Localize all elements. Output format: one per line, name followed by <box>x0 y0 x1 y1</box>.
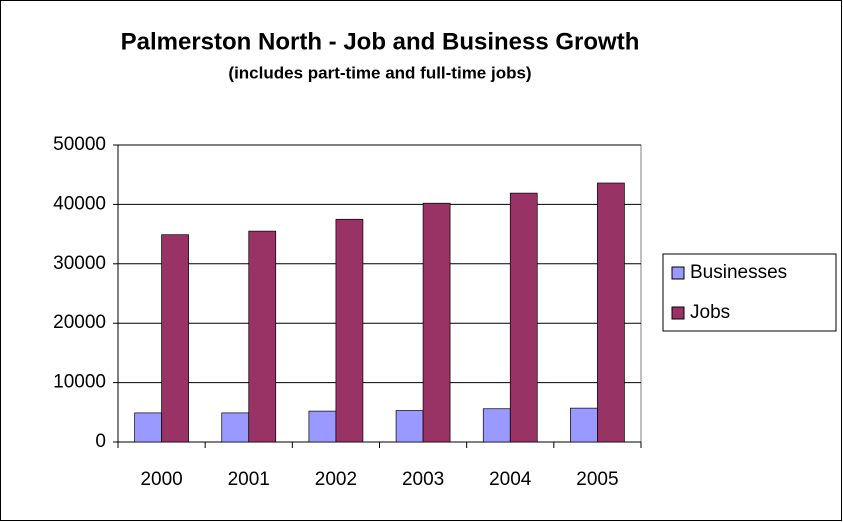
legend-swatch <box>671 306 685 320</box>
bar <box>570 407 598 443</box>
x-tick-label: 2005 <box>576 469 618 490</box>
bar <box>597 182 625 443</box>
legend-label: Businesses <box>690 262 787 283</box>
bar <box>509 192 538 443</box>
bar <box>248 230 277 443</box>
legend-swatch <box>671 266 685 280</box>
x-tick-label: 2001 <box>228 469 270 490</box>
y-tick-label: 10000 <box>53 372 106 393</box>
x-tick-label: 2004 <box>489 469 532 490</box>
bar <box>134 412 162 443</box>
legend-box <box>662 253 837 332</box>
x-tick-label: 2003 <box>402 469 444 490</box>
legend-label: Jobs <box>690 302 730 323</box>
y-tick-label: 40000 <box>53 193 106 214</box>
y-tick-label: 50000 <box>53 134 106 155</box>
plot-area <box>117 144 642 443</box>
bar <box>161 234 189 443</box>
y-tick-label: 20000 <box>53 312 106 333</box>
bar <box>482 408 511 443</box>
y-tick-label: 30000 <box>53 253 106 274</box>
x-tick-label: 2000 <box>140 469 182 490</box>
bar <box>395 410 424 443</box>
bar <box>335 218 364 443</box>
y-tick-label: 0 <box>95 431 106 452</box>
bar <box>422 202 451 443</box>
chart-subtitle: (includes part-time and full-time jobs) <box>228 63 531 82</box>
chart-title: Palmerston North - Job and Business Grow… <box>121 28 640 55</box>
x-tick-label: 2002 <box>315 469 357 490</box>
bar <box>308 410 337 443</box>
bar <box>221 412 250 443</box>
